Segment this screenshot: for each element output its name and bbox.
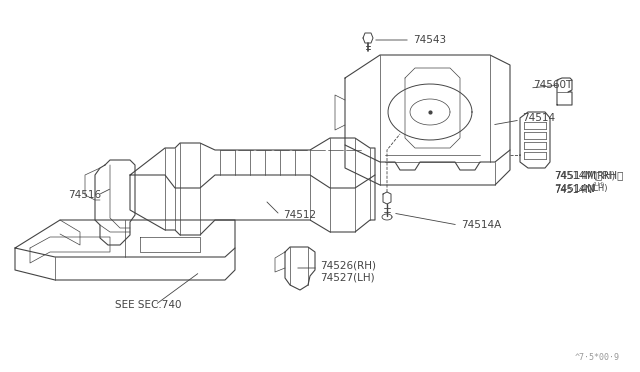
Text: 74514M〈RH〉: 74514M〈RH〉: [554, 170, 623, 180]
Text: 74526(RH): 74526(RH): [320, 260, 376, 270]
Text: (LH): (LH): [590, 185, 607, 193]
Text: 74514N: 74514N: [554, 184, 595, 194]
Text: 74527(LH): 74527(LH): [320, 273, 374, 283]
Text: 74560T: 74560T: [533, 80, 572, 90]
Text: SEE SEC.740: SEE SEC.740: [115, 300, 182, 310]
Text: 74512: 74512: [283, 210, 316, 220]
Text: $^{\mathsf{(LH)}}$: $^{\mathsf{(LH)}}$: [592, 182, 605, 190]
Text: 74516: 74516: [68, 190, 101, 200]
Text: 74543: 74543: [413, 35, 446, 45]
Text: ^7·5*00·9: ^7·5*00·9: [575, 353, 620, 362]
Text: 74514M(RH): 74514M(RH): [554, 170, 615, 180]
Text: 74514N: 74514N: [554, 185, 592, 195]
Text: 74514A: 74514A: [461, 220, 501, 230]
Text: 74514: 74514: [522, 113, 555, 123]
